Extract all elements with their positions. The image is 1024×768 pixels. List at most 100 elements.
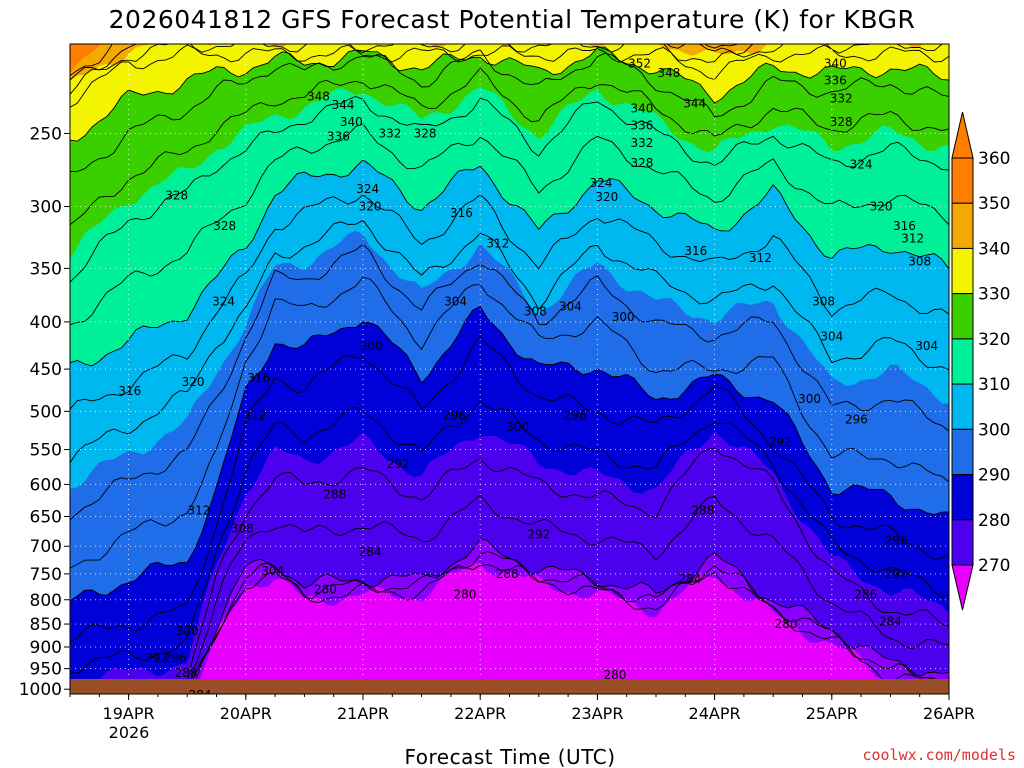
isentrope-272 [190,564,949,694]
colorbar-level-label: 310 [978,375,1010,395]
contour-label: 288 [496,567,519,581]
isentrope-312 [70,219,949,463]
isentrope-304 [70,276,949,569]
colorbar-level-label: 350 [978,194,1010,214]
contour-label: 284 [359,545,382,559]
chart-title: 2026041812 GFS Forecast Potential Temper… [109,5,916,34]
contour-label: 340 [340,115,363,129]
contour-label: 280 [314,583,337,597]
contour-label: 340 [630,102,653,116]
contour-label: 280 [775,617,798,631]
x-tick-label: 21APR [337,704,389,723]
isentrope-328 [70,96,949,283]
x-tick-label: 19APR [103,704,155,723]
contour-label: 316 [247,371,270,385]
contour-label: 316 [893,219,916,233]
contour-label: 316 [684,244,707,258]
contour-label: 288 [323,487,346,501]
colorbar-level-label: 280 [978,511,1010,531]
y-tick-label: 600 [30,475,62,495]
colorbar-segment [951,202,974,249]
contour-label: 296 [164,651,187,665]
contour-label: 304 [261,564,284,578]
isentrope-288 [70,447,949,694]
isentrope-348 [70,44,943,95]
isentrope-320 [70,159,949,367]
colorbar-segment [951,338,974,385]
contour-label: 312 [244,408,267,422]
contour-label: 340 [824,57,847,71]
colorbar-bottom-arrow [951,564,974,611]
colorbar-level-label: 340 [978,239,1010,259]
x-tick-label: 20APR [220,704,272,723]
contour-label: 280 [454,588,477,602]
contour-lines [70,44,949,694]
isentrope-332 [70,67,949,226]
isentrope-344 [70,44,949,108]
isentrope-340 [70,46,949,142]
y-tick-label: 1000 [19,680,62,700]
contour-label: 316 [118,384,141,398]
colorbar-segment [951,247,974,295]
contour-label: 304 [444,294,467,308]
contour-label: 336 [824,73,847,87]
contour-label: 332 [630,136,653,150]
y-tick-label: 300 [30,198,62,218]
y-tick-label: 750 [30,565,62,585]
colorbar-level-label: 300 [978,420,1010,440]
x-axis: 19APR 20APR 21APR 22APR 23APR 24APR 25APR 26APR [69,694,975,723]
fill-band-360 [70,44,101,73]
colorbar-level-label: 320 [978,330,1010,350]
contour-label: 280 [604,668,627,682]
y-tick-label: 650 [30,508,62,528]
isentrope-280 [70,538,949,694]
colorbar-segment [951,519,974,566]
contour-label: 320 [182,375,205,389]
contour-label: 348 [657,66,680,80]
contour-label: 320 [595,190,618,204]
contour-label: 292 [387,457,410,471]
y-tick-label: 350 [30,259,62,279]
contour-label: 288 [691,503,714,517]
isentrope-300 [70,305,949,602]
contour-label: 292 [527,528,550,542]
isentrope-336 [70,49,949,172]
contour-label: 324 [850,157,873,171]
colorbar-level-label: 360 [978,149,1010,169]
contour-label: 328 [414,126,437,140]
colorbar-segment [951,428,974,476]
fill-band-330 [70,44,949,260]
x-tick-label: 23APR [571,704,623,723]
colorbar-top-arrow [951,111,974,159]
contour-label: 344 [332,98,355,112]
contour-label: 304 [915,339,938,353]
y-axis: 250 300 350 400 450 500 550 600 650 700 750 800 850 9… [19,124,70,700]
contour-label: 312 [749,251,772,265]
y-tick-label: 800 [30,591,62,611]
contour-label: 320 [359,200,382,214]
y-tick-label: 500 [30,402,62,422]
isentrope-308 [70,243,949,521]
contour-label: 328 [165,189,188,203]
contour-label: 344 [683,97,706,111]
gridlines [70,44,949,694]
contour-label: 328 [830,115,853,129]
colorbar-segment [951,383,974,430]
isentrope-284 [70,494,949,694]
colorbar-level-label: 270 [978,556,1010,576]
contour-label: 292 [885,567,908,581]
x-tick-label: 26APR [923,704,975,723]
contour-label: 296 [845,412,868,426]
isentrope-324 [70,123,949,326]
contour-label: 300 [176,624,199,638]
contour-label: 308 [812,294,835,308]
contour-label: 296 [564,408,587,422]
isentrope-316 [70,194,949,410]
contour-label: 312 [187,503,210,517]
contour-label: 320 [870,200,893,214]
contour-label: 300 [612,310,635,324]
x-year-label: 2026 [109,723,150,742]
y-tick-label: 400 [30,313,62,333]
y-tick-label: 700 [30,537,62,557]
